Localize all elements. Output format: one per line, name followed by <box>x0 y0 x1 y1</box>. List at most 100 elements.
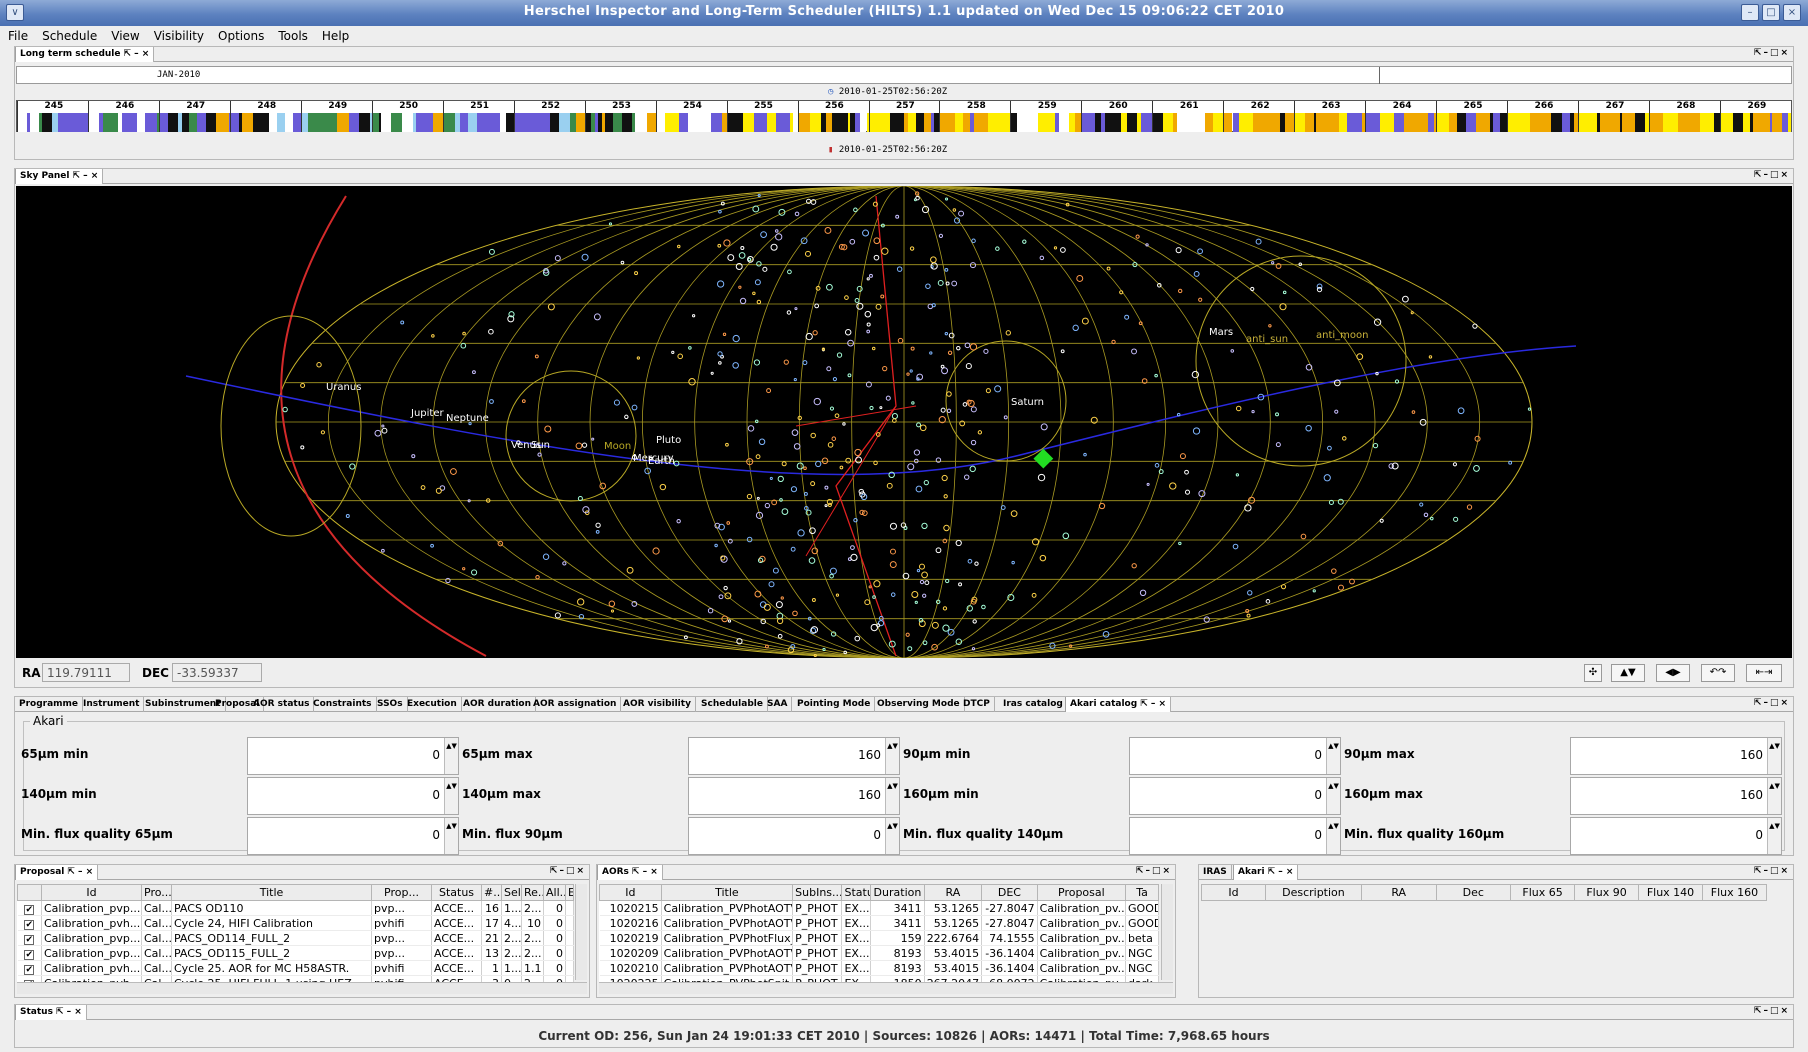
schedule-block[interactable] <box>205 113 217 132</box>
column-header[interactable]: Prop... <box>371 884 432 901</box>
schedule-block[interactable] <box>1486 113 1490 132</box>
column-header[interactable]: Title <box>171 884 372 901</box>
schedule-block[interactable] <box>962 113 971 132</box>
table-row[interactable]: ✔ Calibration_pvp... Cal... PACS OD110 pvp..… <box>17 900 574 916</box>
schedule-block[interactable] <box>1346 113 1363 132</box>
tab-filter-akari-catalog[interactable]: Akari catalog ⇱ – × <box>1065 697 1172 712</box>
schedule-block[interactable] <box>656 113 666 132</box>
column-header[interactable]: Description <box>1264 884 1362 901</box>
schedule-block[interactable] <box>1380 113 1394 132</box>
schedule-block[interactable] <box>924 113 931 132</box>
center-view-icon[interactable]: ✣ <box>1584 664 1602 682</box>
schedule-block[interactable] <box>390 113 395 132</box>
schedule-block[interactable] <box>527 113 533 132</box>
tab-iras[interactable]: IRAS <box>1199 865 1232 880</box>
column-header[interactable]: RA <box>1360 884 1437 901</box>
schedule-block[interactable] <box>122 113 138 132</box>
schedule-block[interactable] <box>30 113 39 132</box>
schedule-block[interactable] <box>1403 113 1407 132</box>
tab-filter-aor-assignation[interactable]: AOR assignation <box>529 697 622 712</box>
akari-spinner[interactable]: 160 ▲▼ <box>688 737 900 775</box>
schedule-block[interactable] <box>1529 113 1539 132</box>
zoom-extent-icon[interactable]: ⇤⇥ <box>1746 664 1782 682</box>
schedule-block[interactable] <box>916 113 925 132</box>
tab-akari[interactable]: Akari ⇱ – × <box>1233 865 1299 880</box>
table-row[interactable]: ✔ Calibration_pvh... Cal... Cycle 25. AOR f… <box>17 960 574 976</box>
schedule-block[interactable] <box>1787 113 1791 132</box>
schedule-block[interactable] <box>103 113 119 132</box>
schedule-block[interactable] <box>370 113 372 132</box>
schedule-block[interactable] <box>790 113 793 132</box>
spinner-arrows-icon[interactable]: ▲▼ <box>885 778 899 814</box>
schedule-block[interactable] <box>1038 113 1052 132</box>
schedule-block[interactable] <box>1493 113 1500 132</box>
schedule-block[interactable] <box>646 113 656 132</box>
schedule-block[interactable] <box>1252 113 1263 132</box>
column-header[interactable]: Flux 140 <box>1638 884 1703 901</box>
tab-filter-iras-catalog[interactable]: Iras catalog <box>999 697 1068 712</box>
table-row[interactable]: 1020216 Calibration_PVPhotAOTV P_PHOT EX...… <box>599 915 1159 931</box>
schedule-block[interactable] <box>499 113 506 132</box>
checkbox-cell[interactable]: ✔ <box>17 930 42 946</box>
tab-filter-ssos[interactable]: SSOs <box>373 697 408 712</box>
menu-schedule[interactable]: Schedule <box>42 29 98 43</box>
schedule-block[interactable] <box>1448 113 1451 132</box>
schedule-block[interactable] <box>188 113 192 132</box>
schedule-block[interactable] <box>721 113 727 132</box>
schedule-block[interactable] <box>1637 113 1646 132</box>
column-header[interactable]: Flux 90 <box>1574 884 1640 901</box>
schedule-block[interactable] <box>505 113 509 132</box>
akari-spinner[interactable]: 160 ▲▼ <box>1570 737 1782 775</box>
tab-filter-pointing-mode[interactable]: Pointing Mode <box>793 697 876 712</box>
panel-window-controls[interactable]: ⇱–□× <box>549 866 586 876</box>
schedule-block[interactable] <box>285 113 294 132</box>
schedule-block[interactable] <box>1362 113 1366 132</box>
schedule-block[interactable] <box>832 113 848 132</box>
schedule-block[interactable] <box>727 113 744 132</box>
schedule-block[interactable] <box>1482 113 1487 132</box>
schedule-block[interactable] <box>98 113 104 132</box>
proposal-horizontal-scrollbar[interactable] <box>17 982 587 994</box>
column-header[interactable]: Flux 65 <box>1510 884 1576 901</box>
column-header[interactable]: All... <box>543 884 566 901</box>
schedule-block[interactable] <box>1314 113 1317 132</box>
schedule-block[interactable] <box>1650 113 1663 132</box>
schedule-block[interactable] <box>987 113 998 132</box>
schedule-block[interactable] <box>216 113 229 132</box>
schedule-block[interactable] <box>394 113 403 132</box>
schedule-block[interactable] <box>1466 113 1476 132</box>
schedule-block[interactable] <box>930 113 934 132</box>
schedule-block[interactable] <box>416 113 431 132</box>
row-checkbox[interactable]: ✔ <box>24 934 35 945</box>
schedule-block[interactable] <box>1573 113 1579 132</box>
column-header[interactable]: Re... <box>521 884 544 901</box>
schedule-block[interactable] <box>78 113 88 132</box>
tab-filter-instrument[interactable]: Instrument <box>79 697 145 712</box>
schedule-block[interactable] <box>137 113 146 132</box>
table-row[interactable]: 1020210 Calibration_PVPhotAOTV P_PHOT EX...… <box>599 960 1159 976</box>
menu-options[interactable]: Options <box>218 29 265 43</box>
tab-filter-subinstrument[interactable]: Subinstrument <box>141 697 226 712</box>
column-header[interactable]: Ta <box>1125 884 1159 901</box>
schedule-block[interactable] <box>58 113 70 132</box>
schedule-block[interactable] <box>1316 113 1325 132</box>
schedule-block[interactable] <box>380 113 391 132</box>
spinner-arrows-icon[interactable]: ▲▼ <box>444 818 458 854</box>
schedule-block[interactable] <box>622 113 632 132</box>
schedule-block[interactable] <box>1437 113 1449 132</box>
schedule-block[interactable] <box>826 113 833 132</box>
schedule-block[interactable] <box>866 113 869 132</box>
table-row[interactable]: ✔ Calibration_pvp... Cal... PACS_OD115_FULL… <box>17 945 574 961</box>
schedule-block[interactable] <box>688 113 702 132</box>
schedule-block[interactable] <box>268 113 277 132</box>
panel-window-controls[interactable]: ⇱–□× <box>1135 866 1172 876</box>
akari-spinner[interactable]: 0 ▲▼ <box>1570 817 1782 855</box>
schedule-block[interactable] <box>299 113 301 132</box>
schedule-block[interactable] <box>1162 113 1174 132</box>
schedule-block[interactable] <box>464 113 468 132</box>
schedule-block[interactable] <box>177 113 182 132</box>
schedule-block[interactable] <box>1752 113 1761 132</box>
operational-day-bar[interactable]: 245 246 247 248 249 250 251 252 253 254 255 256 257 2… <box>16 100 1792 132</box>
tab-status[interactable]: Status ⇱ – × <box>15 1005 87 1020</box>
schedule-block[interactable] <box>1335 113 1339 132</box>
